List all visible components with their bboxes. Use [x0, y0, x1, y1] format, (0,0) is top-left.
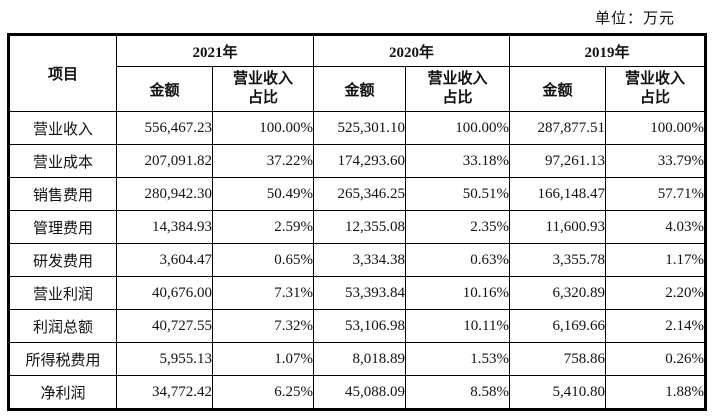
amount-value: 34,772.42 [116, 375, 213, 410]
ratio-value: 100.00% [405, 111, 510, 145]
row-label: 营业收入 [8, 111, 117, 145]
amount-value: 14,384.93 [116, 210, 213, 244]
ratio-value: 8.58% [405, 375, 510, 410]
row-label: 研发费用 [8, 243, 117, 277]
ratio-value: 33.79% [605, 144, 706, 178]
amount-value: 3,334.38 [313, 243, 406, 277]
table-row: 营业收入 556,467.23 100.00% 525,301.10 100.0… [8, 111, 706, 145]
amount-header-2020: 金额 [313, 66, 406, 112]
ratio-value: 1.88% [605, 375, 706, 410]
table-header: 项目 2021年 2020年 2019年 金额 营业收入占比 金额 营业收入占比… [8, 34, 706, 112]
table-row: 利润总额 40,727.55 7.32% 53,106.98 10.11% 6,… [8, 309, 706, 343]
amount-value: 97,261.13 [509, 144, 606, 178]
sub-header-row: 金额 营业收入占比 金额 营业收入占比 金额 营业收入占比 [9, 66, 706, 112]
ratio-value: 50.49% [212, 177, 314, 211]
amount-value: 265,346.25 [313, 177, 406, 211]
ratio-value: 57.71% [605, 177, 706, 211]
ratio-header-text: 营业收入占比 [232, 70, 293, 107]
table-body: 营业收入 556,467.23 100.00% 525,301.10 100.0… [8, 111, 706, 410]
amount-value: 6,320.89 [509, 276, 606, 310]
ratio-value: 100.00% [212, 111, 314, 145]
row-label: 利润总额 [8, 309, 117, 343]
table-row: 营业成本 207,091.82 37.22% 174,293.60 33.18%… [8, 144, 706, 178]
ratio-header-2019: 营业收入占比 [605, 66, 706, 112]
year-header-2020: 2020年 [313, 34, 510, 67]
ratio-value: 50.51% [405, 177, 510, 211]
ratio-value: 1.07% [212, 342, 314, 376]
amount-value: 166,148.47 [509, 177, 606, 211]
year-header-2019: 2019年 [509, 34, 706, 67]
amount-value: 40,676.00 [116, 276, 213, 310]
amount-value: 287,877.51 [509, 111, 606, 145]
ratio-value: 7.32% [212, 309, 314, 343]
amount-value: 3,355.78 [509, 243, 606, 277]
ratio-value: 100.00% [605, 111, 706, 145]
row-label: 净利润 [8, 375, 117, 410]
amount-value: 8,018.89 [313, 342, 406, 376]
amount-value: 280,942.30 [116, 177, 213, 211]
ratio-value: 2.59% [212, 210, 314, 244]
amount-value: 6,169.66 [509, 309, 606, 343]
ratio-value: 4.03% [605, 210, 706, 244]
amount-value: 5,410.80 [509, 375, 606, 410]
amount-value: 556,467.23 [116, 111, 213, 145]
amount-value: 53,106.98 [313, 309, 406, 343]
amount-value: 3,604.47 [116, 243, 213, 277]
table-row: 所得税费用 5,955.13 1.07% 8,018.89 1.53% 758.… [8, 342, 706, 376]
ratio-value: 2.20% [605, 276, 706, 310]
ratio-value: 10.16% [405, 276, 510, 310]
ratio-value: 1.53% [405, 342, 510, 376]
table-row: 营业利润 40,676.00 7.31% 53,393.84 10.16% 6,… [8, 276, 706, 310]
amount-value: 40,727.55 [116, 309, 213, 343]
ratio-value: 33.18% [405, 144, 510, 178]
amount-value: 11,600.93 [509, 210, 606, 244]
ratio-value: 0.65% [212, 243, 314, 277]
year-header-2021: 2021年 [116, 34, 314, 67]
ratio-value: 10.11% [405, 309, 510, 343]
row-label: 营业利润 [8, 276, 117, 310]
amount-value: 525,301.10 [313, 111, 406, 145]
table-row: 研发费用 3,604.47 0.65% 3,334.38 0.63% 3,355… [8, 243, 706, 277]
ratio-value: 7.31% [212, 276, 314, 310]
amount-value: 174,293.60 [313, 144, 406, 178]
ratio-value: 2.35% [405, 210, 510, 244]
table-row: 销售费用 280,942.30 50.49% 265,346.25 50.51%… [8, 177, 706, 211]
ratio-header-2020: 营业收入占比 [405, 66, 510, 112]
ratio-value: 6.25% [212, 375, 314, 410]
table-row: 管理费用 14,384.93 2.59% 12,355.08 2.35% 11,… [8, 210, 706, 244]
ratio-value: 0.26% [605, 342, 706, 376]
ratio-value: 1.17% [605, 243, 706, 277]
amount-value: 758.86 [509, 342, 606, 376]
amount-header-2021: 金额 [116, 66, 213, 112]
item-column-header: 项目 [8, 34, 117, 112]
ratio-value: 2.14% [605, 309, 706, 343]
amount-value: 12,355.08 [313, 210, 406, 244]
row-label: 管理费用 [8, 210, 117, 244]
year-header-row: 项目 2021年 2020年 2019年 [8, 34, 706, 112]
row-label: 营业成本 [8, 144, 117, 178]
financial-table: 项目 2021年 2020年 2019年 金额 营业收入占比 金额 营业收入占比… [7, 33, 707, 411]
row-label: 所得税费用 [8, 342, 117, 376]
amount-value: 5,955.13 [116, 342, 213, 376]
amount-value: 45,088.09 [313, 375, 406, 410]
ratio-header-text: 营业收入占比 [624, 70, 685, 107]
amount-header-2019: 金额 [509, 66, 606, 112]
ratio-header-2021: 营业收入占比 [212, 66, 314, 112]
ratio-header-text: 营业收入占比 [427, 70, 488, 107]
table-row: 净利润 34,772.42 6.25% 45,088.09 8.58% 5,41… [8, 375, 706, 410]
unit-label: 单位：万元 [594, 11, 675, 27]
amount-value: 53,393.84 [313, 276, 406, 310]
row-label: 销售费用 [8, 177, 117, 211]
amount-value: 207,091.82 [116, 144, 213, 178]
ratio-value: 0.63% [405, 243, 510, 277]
ratio-value: 37.22% [212, 144, 314, 178]
